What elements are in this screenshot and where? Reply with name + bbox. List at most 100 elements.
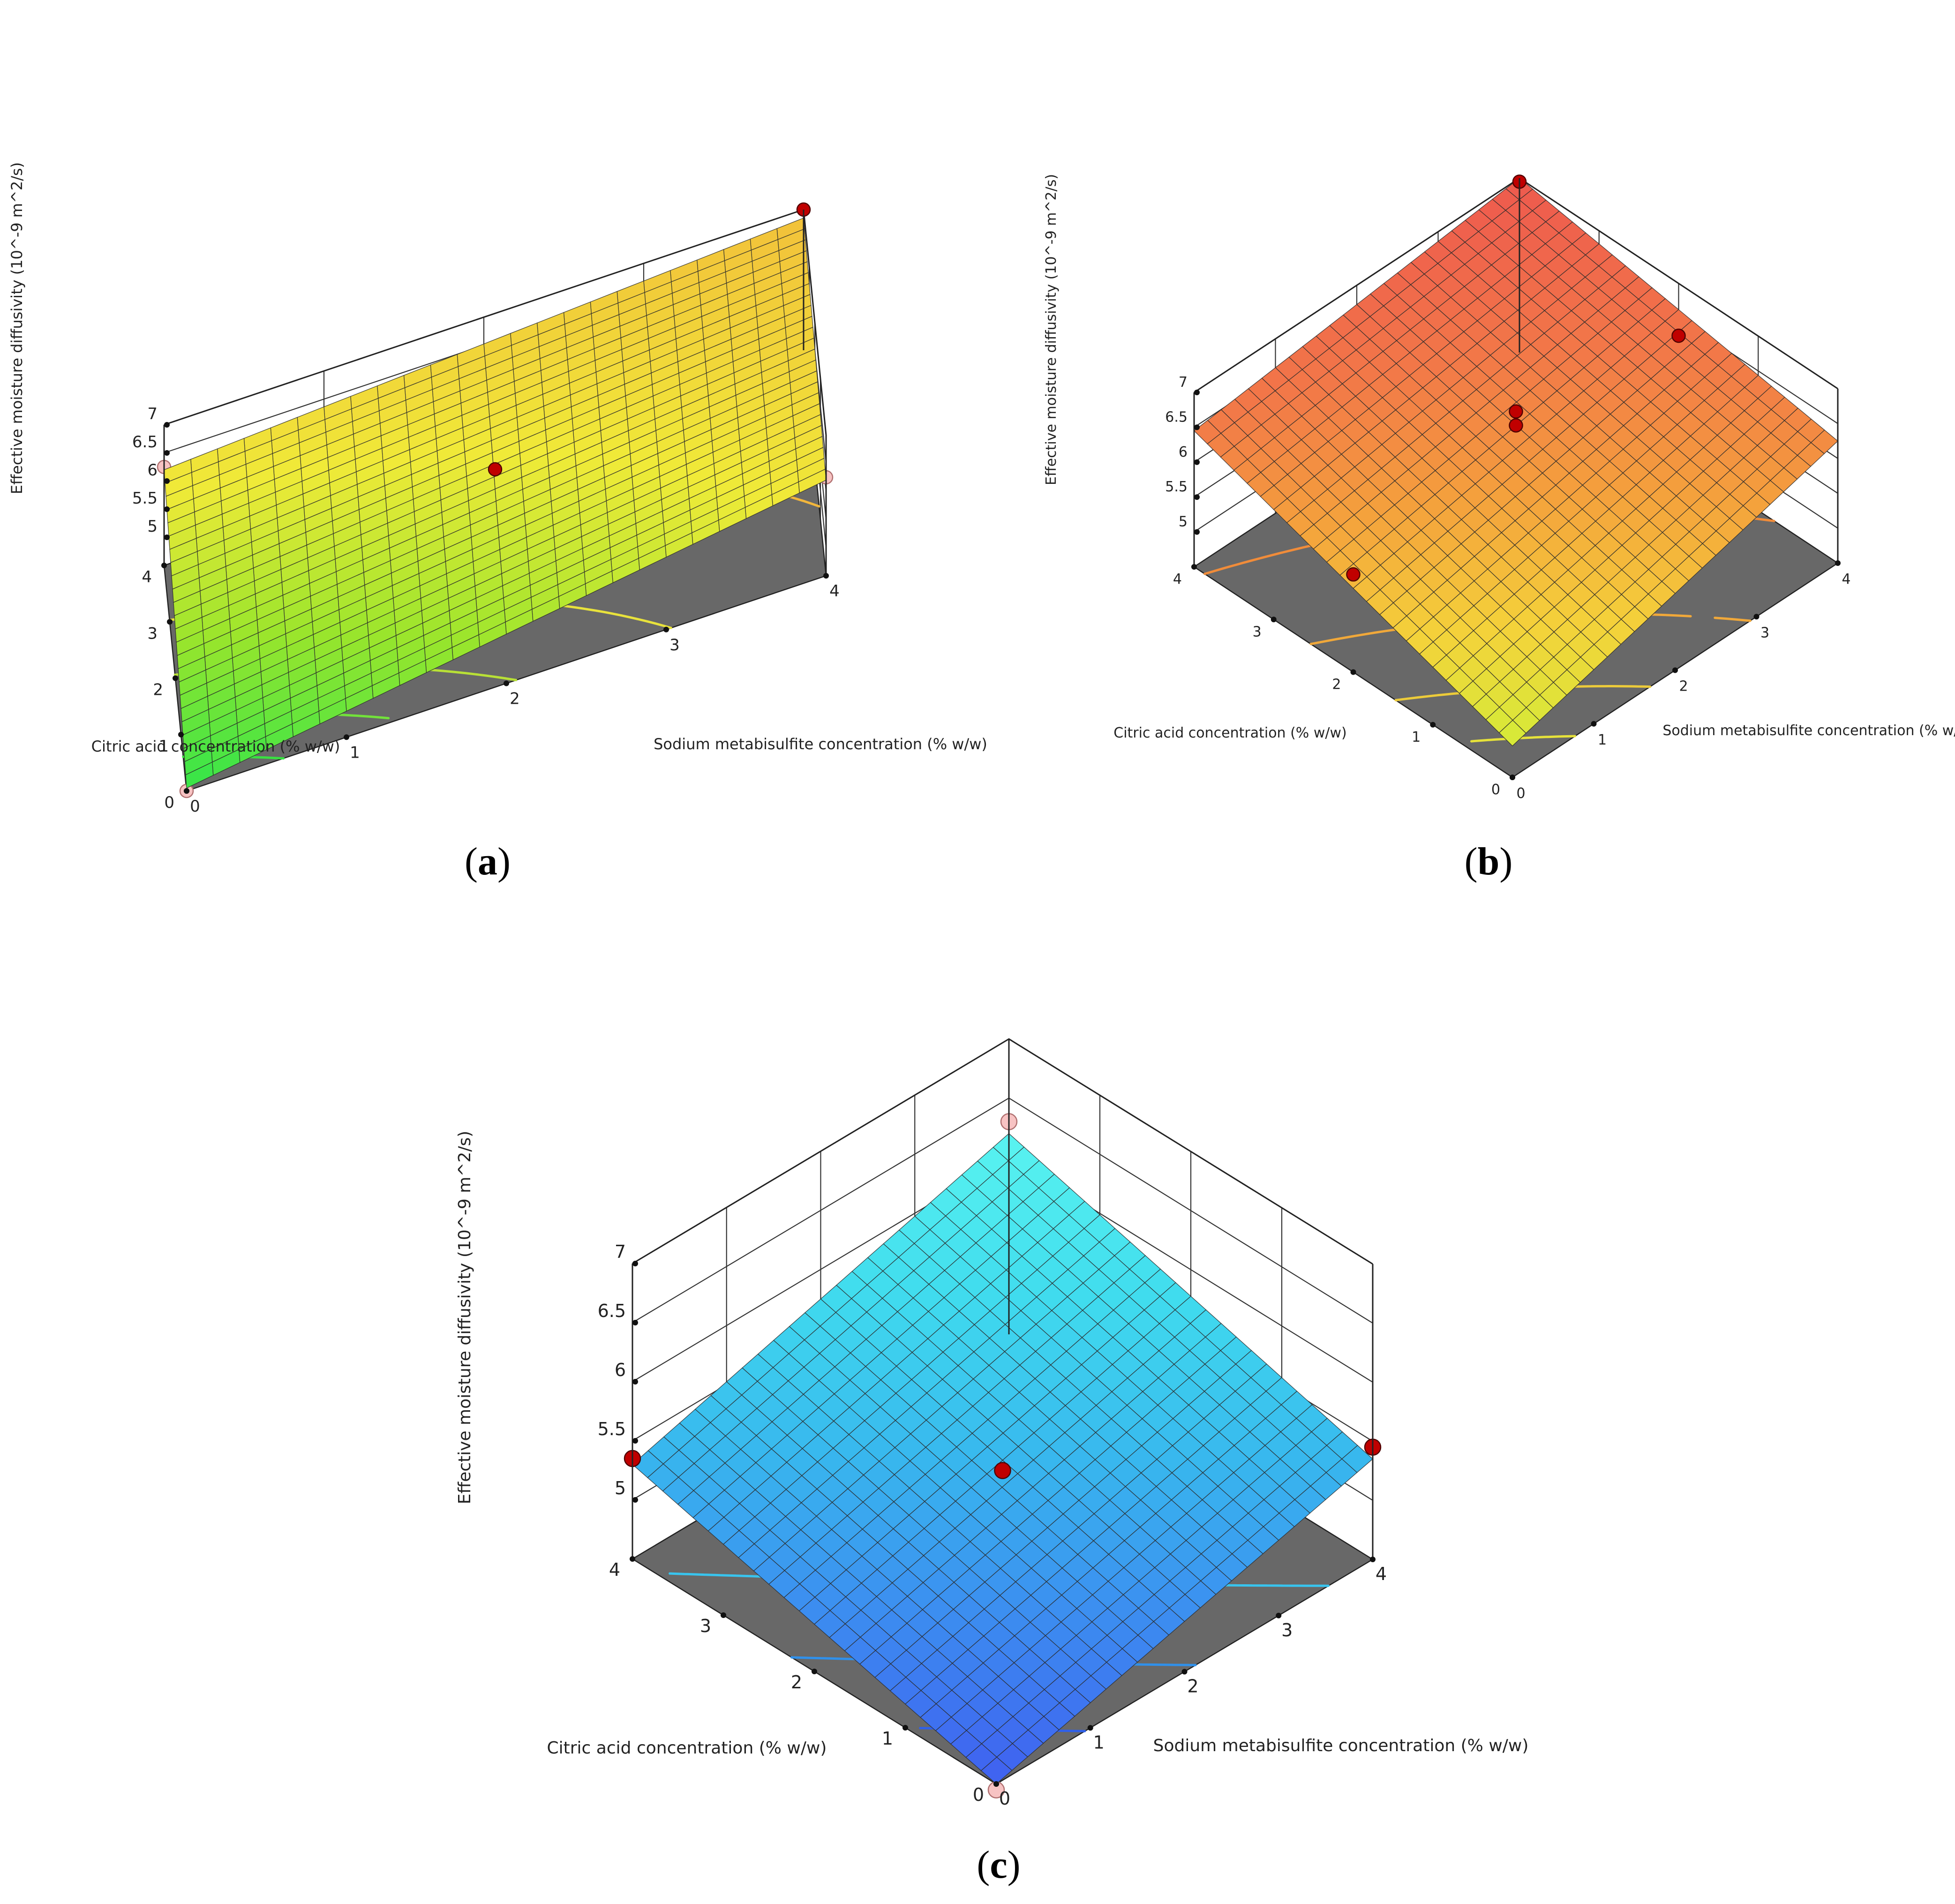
surface-cell: [1498, 720, 1526, 746]
x-tick-mark: [663, 626, 669, 632]
y-tick-mark: [178, 731, 184, 738]
z-tick-mark: [1194, 529, 1200, 535]
y-tick-label: 2: [791, 1672, 802, 1693]
x-tick-mark: [1370, 1557, 1376, 1562]
x-tick-label: 0: [999, 1788, 1010, 1809]
x-tick-mark: [1276, 1612, 1282, 1618]
x-tick-label: 2: [510, 690, 520, 708]
z-tick-label: 6: [147, 461, 158, 480]
z-tick-label: 7: [147, 405, 158, 423]
y-tick-label: 0: [973, 1784, 984, 1805]
y-tick-mark: [173, 675, 178, 681]
panel-label: (b): [1465, 840, 1513, 883]
y-axis-title: Citric acid concentration (% w/w): [91, 738, 340, 755]
y-tick-mark: [721, 1612, 726, 1618]
z-tick-mark: [164, 534, 170, 540]
x-tick-label: 2: [1679, 678, 1688, 695]
z-tick-mark: [632, 1261, 638, 1266]
y-tick-label: 1: [882, 1728, 893, 1749]
y-tick-mark: [1271, 617, 1277, 623]
z-tick-mark: [164, 478, 170, 484]
x-tick-mark: [823, 573, 829, 579]
y-tick-mark: [1430, 722, 1436, 728]
x-tick-mark: [1591, 721, 1597, 727]
y-tick-mark: [630, 1556, 635, 1562]
x-tick-label: 1: [350, 743, 360, 762]
x-tick-label: 0: [190, 797, 200, 816]
x-tick-label: 4: [829, 582, 840, 601]
x-tick-mark: [1181, 1669, 1188, 1675]
panel-b: 5 5.5 6 6.5 7 0 1 2 3 4 0 1 2 3 4 Sodium…: [1043, 174, 1955, 883]
x-axis-title: Sodium metabisulfite concentration (% w/…: [1153, 1736, 1529, 1755]
surface-cell: [980, 1756, 1013, 1784]
z-tick-mark: [1194, 494, 1200, 500]
panel-label: (a): [465, 840, 511, 883]
design-point: [1509, 418, 1523, 433]
z-tick-mark: [632, 1497, 638, 1503]
panel-letter: a: [478, 840, 497, 883]
z-tick-label: 5.5: [132, 489, 158, 508]
y-axis-title: Citric acid concentration (% w/w): [1113, 725, 1346, 741]
y-tick-mark: [812, 1669, 817, 1674]
x-axis-title: Sodium metabisulfite concentration (% w/…: [654, 735, 987, 753]
y-tick-label: 0: [164, 793, 174, 812]
y-axis-title: Citric acid concentration (% w/w): [547, 1738, 827, 1758]
z-axis-title: Effective moisture diffusivity (10^-9 m^…: [8, 162, 26, 494]
z-tick-label: 6.5: [1165, 409, 1188, 425]
panel-c: 5 5.5 6 6.5 7 0 1 2 3 4 0 1 2 3 4 Sodium…: [455, 1038, 1529, 1887]
y-tick-label: 4: [609, 1559, 620, 1580]
x-tick-label: 3: [1760, 625, 1769, 641]
z-axis-title: Effective moisture diffusivity (10^-9 m^…: [1043, 174, 1060, 485]
panel-label: (c): [977, 1843, 1020, 1887]
x-tick-mark: [504, 680, 509, 686]
y-tick-label: 3: [1253, 624, 1262, 640]
z-tick-label: 7: [1179, 374, 1188, 391]
y-tick-mark: [167, 619, 173, 625]
panel-letter: b: [1478, 840, 1500, 883]
x-tick-label: 3: [1281, 1620, 1293, 1641]
y-tick-mark: [161, 563, 167, 568]
y-tick-mark: [1350, 669, 1356, 675]
z-tick-mark: [1194, 390, 1200, 395]
y-tick-label: 4: [1173, 571, 1182, 587]
y-tick-label: 0: [1491, 782, 1500, 798]
y-tick-label: 2: [153, 681, 163, 700]
x-axis-title: Sodium metabisulfite concentration (% w/…: [1662, 722, 1955, 739]
z-tick-mark: [632, 1379, 638, 1385]
x-tick-label: 0: [1516, 785, 1525, 802]
design-point: [994, 1462, 1011, 1479]
z-tick-label: 6: [1179, 444, 1188, 460]
z-tick-label: 5: [147, 517, 158, 536]
z-tick-mark: [1194, 459, 1200, 465]
z-axis-title: Effective moisture diffusivity (10^-9 m^…: [455, 1131, 474, 1505]
x-tick-label: 4: [1842, 571, 1850, 587]
design-point: [1509, 404, 1523, 419]
surface-cell: [185, 761, 214, 789]
design-point: [1671, 328, 1686, 343]
panel-a: 5 5.5 6 6.5 7 0 1 2 3 4 0 1 2 3 4 Sodium…: [8, 162, 987, 883]
y-tick-mark: [184, 788, 189, 794]
x-tick-mark: [344, 734, 349, 740]
z-tick-label: 5: [615, 1478, 626, 1498]
x-tick-mark: [1672, 667, 1678, 673]
z-tick-label: 6.5: [132, 433, 158, 452]
x-tick-mark: [1835, 560, 1841, 566]
x-tick-label: 1: [1598, 732, 1607, 748]
y-tick-label: 1: [1412, 729, 1421, 745]
x-tick-label: 1: [1093, 1732, 1105, 1753]
y-tick-label: 3: [700, 1616, 711, 1636]
x-tick-label: 4: [1376, 1564, 1387, 1584]
z-tick-mark: [164, 422, 170, 428]
z-tick-label: 5: [1179, 514, 1188, 530]
y-tick-label: 3: [147, 624, 158, 643]
y-tick-label: 2: [1332, 677, 1341, 693]
z-tick-label: 6: [615, 1360, 626, 1380]
panel-letter: c: [990, 1843, 1007, 1887]
x-tick-mark: [1087, 1725, 1093, 1731]
design-point: [1346, 567, 1361, 582]
y-tick-label: 4: [142, 568, 152, 587]
x-tick-mark: [1753, 614, 1760, 620]
z-tick-mark: [164, 450, 170, 456]
z-tick-mark: [632, 1438, 638, 1444]
